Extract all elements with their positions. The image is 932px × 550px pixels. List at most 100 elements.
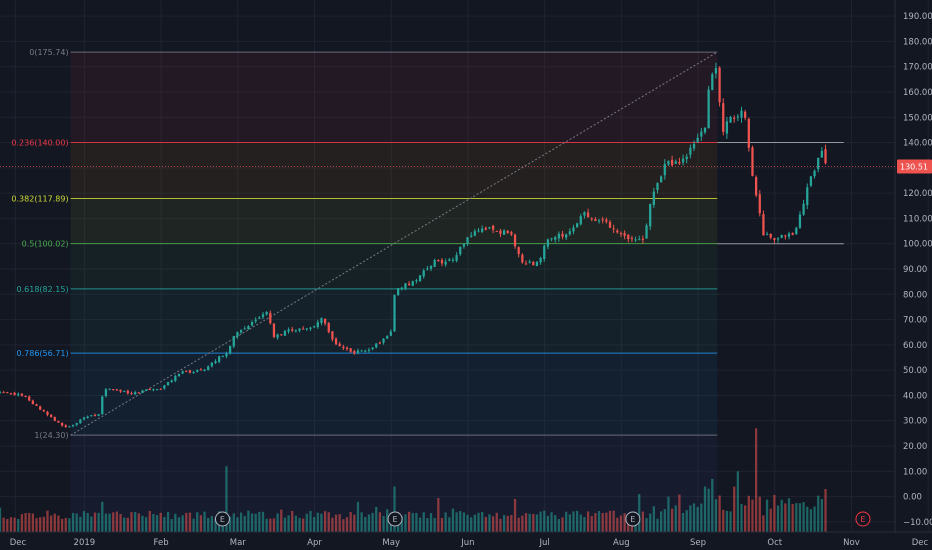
candle-body — [470, 235, 473, 237]
volume-bar — [638, 494, 641, 532]
volume-bar — [795, 503, 798, 532]
volume-bar — [470, 517, 473, 532]
volume-bar — [528, 513, 531, 532]
volume-bar — [619, 515, 623, 532]
candle-body — [765, 234, 769, 236]
volume-bar — [144, 517, 148, 532]
candle-body — [404, 283, 407, 289]
candle-body — [166, 381, 170, 386]
x-tick-label: Dec — [10, 538, 27, 548]
volume-bar — [115, 511, 119, 532]
volume-bar — [108, 513, 111, 532]
earnings-event-icon — [625, 511, 641, 527]
volume-bar — [50, 515, 53, 532]
earnings-event-label: E — [860, 515, 865, 524]
candle-body — [13, 392, 16, 395]
candle-body — [115, 389, 119, 391]
candle-body — [623, 233, 626, 236]
candle-body — [495, 230, 498, 232]
volume-bar — [784, 503, 787, 532]
volume-bar — [283, 517, 287, 532]
candle-body — [641, 238, 645, 240]
volume-bar — [543, 510, 546, 532]
volume-bar — [747, 495, 750, 532]
y-tick-label: 60.00 — [903, 341, 927, 351]
candle-body — [722, 103, 725, 132]
fib-zones — [70, 52, 718, 532]
candle-body — [39, 406, 42, 410]
volume-bar — [663, 509, 666, 532]
volume-bar — [46, 510, 49, 532]
y-tick-label: 20.00 — [903, 442, 927, 452]
candle-body — [320, 318, 323, 323]
candle-body — [616, 230, 619, 233]
candle-body — [101, 396, 104, 415]
candle-body — [192, 372, 195, 374]
candle-body — [57, 420, 60, 423]
volume-bar — [0, 507, 2, 532]
y-tick-label: 160.00 — [903, 88, 932, 98]
volume-bar — [418, 517, 422, 532]
time-axis[interactable]: Dec 2019 Feb Mar Apr May Jun Jul Aug Sep Oct Nov Dec — [10, 538, 929, 548]
candle-body — [20, 393, 24, 396]
candle-body — [236, 332, 239, 337]
earnings-event-icon — [387, 511, 403, 527]
candle-body — [484, 227, 487, 230]
volume-bar — [360, 512, 363, 532]
candle-body — [144, 389, 148, 391]
volume-bar — [433, 517, 436, 532]
candle-body — [210, 362, 213, 367]
candle-body — [795, 227, 798, 235]
x-tick-label: 2019 — [74, 538, 96, 548]
candle-body — [323, 318, 327, 324]
candle-body — [338, 343, 341, 347]
candle-body — [437, 260, 440, 262]
candle-body — [670, 159, 674, 166]
candle-body — [90, 415, 93, 417]
volume-bar — [214, 518, 217, 532]
volume-bar — [557, 519, 561, 532]
candle-body — [137, 392, 140, 394]
volume-bar — [802, 502, 805, 532]
fib-level-label: 0.618(82.15) — [17, 285, 69, 294]
candle-body — [440, 260, 444, 264]
candle-body — [411, 281, 414, 286]
candle-body — [787, 233, 791, 237]
candle-body — [791, 232, 794, 235]
volume-bar — [232, 513, 235, 532]
candle-body — [342, 346, 345, 349]
candle-body — [302, 328, 305, 330]
candle-body — [53, 417, 56, 421]
candle-body — [733, 117, 736, 119]
candle-body — [535, 261, 539, 267]
volume-bar — [550, 512, 553, 532]
volume-bar — [367, 514, 371, 532]
volume-bar — [678, 494, 681, 532]
volume-bar — [718, 495, 721, 532]
volume-bar — [466, 514, 469, 532]
candle-body — [134, 392, 137, 395]
candle-body — [802, 203, 805, 215]
volume-bar — [203, 511, 206, 532]
volume-bar — [338, 514, 341, 532]
volume-bar — [31, 513, 35, 532]
volume-bar — [342, 519, 345, 532]
volume-bar — [196, 512, 199, 532]
volume-bar — [276, 513, 279, 532]
volume-bar — [422, 512, 425, 532]
volume-bar — [6, 519, 9, 532]
candle-body — [258, 317, 261, 319]
volume-bar — [820, 498, 824, 532]
y-tick-label: 90.00 — [903, 265, 927, 275]
candle-body — [660, 176, 663, 183]
candle-body — [309, 327, 312, 329]
volume-bar — [660, 511, 663, 532]
volume-bar — [141, 515, 144, 532]
current-price-badge — [897, 159, 932, 174]
volume-bar — [334, 514, 338, 532]
volume-bar — [104, 513, 108, 532]
candle-body — [35, 404, 38, 406]
candle-body — [272, 323, 276, 338]
